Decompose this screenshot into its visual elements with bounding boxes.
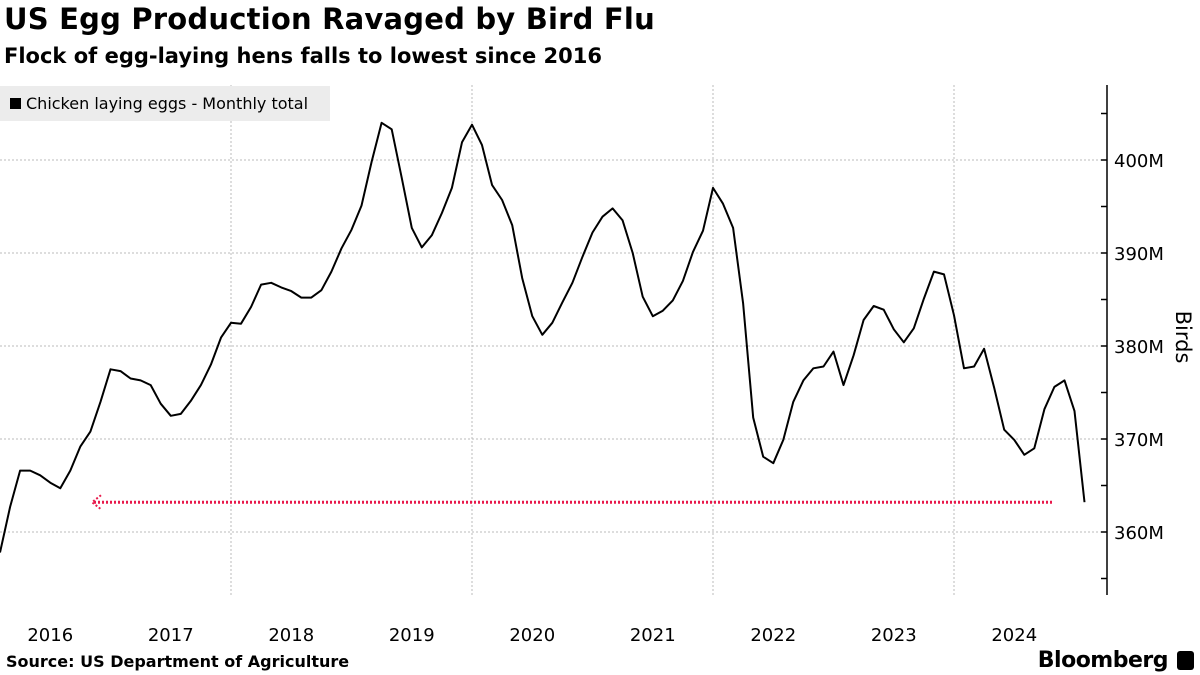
legend-swatch [10,98,21,109]
bloomberg-logo: Bloomberg [1037,648,1169,673]
y-tick-label: 400M [1114,151,1164,172]
chart-subtitle: Flock of egg-laying hens falls to lowest… [4,44,602,68]
legend-label: Chicken laying eggs - Monthly total [26,94,309,113]
legend: Chicken laying eggs - Monthly total [0,86,330,121]
source-note: Source: US Department of Agriculture [6,652,350,671]
x-tick-label: 2020 [509,625,555,646]
x-tick-label: 2021 [630,625,676,646]
x-tick-label: 2016 [27,625,73,646]
y-tick-label: 360M [1114,523,1164,544]
x-tick-label: 2024 [991,625,1037,646]
y-tick-label: 380M [1114,337,1164,358]
x-tick-label: 2022 [750,625,796,646]
y-axis-label: Birds [1171,311,1195,364]
x-tick-label: 2023 [871,625,917,646]
series-line [0,121,1086,553]
x-tick-label: 2019 [389,625,435,646]
y-tick-label: 390M [1114,244,1164,265]
y-tick-label: 370M [1114,430,1164,451]
bloomberg-chart-icon [1177,651,1194,670]
chart-title: US Egg Production Ravaged by Bird Flu [4,2,655,36]
x-tick-label: 2017 [148,625,194,646]
x-tick-label: 2018 [268,625,314,646]
